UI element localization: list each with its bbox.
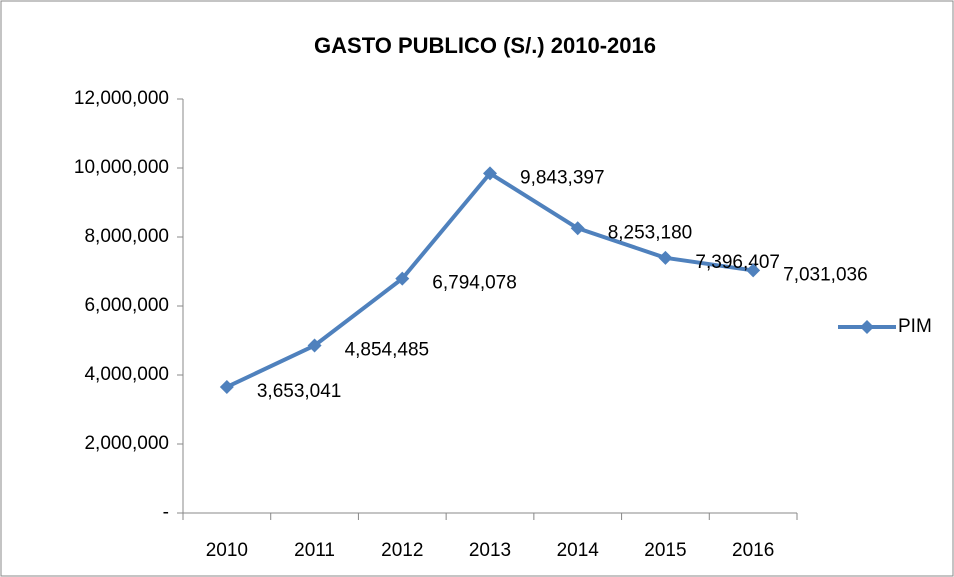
legend-label: PIM (898, 316, 932, 337)
y-tick-label: 4,000,000 (84, 364, 169, 385)
y-tick-label: 8,000,000 (84, 226, 169, 247)
x-tick-label: 2012 (381, 540, 423, 561)
y-tick-label: 12,000,000 (74, 88, 169, 109)
data-label: 8,253,180 (608, 222, 693, 243)
data-label: 7,031,036 (783, 264, 868, 285)
data-label: 4,854,485 (345, 340, 430, 361)
legend-marker (860, 320, 874, 334)
y-tick-label: 6,000,000 (84, 295, 169, 316)
data-point (746, 263, 761, 278)
data-point (570, 221, 585, 236)
chart-title: GASTO PUBLICO (S/.) 2010-2016 (314, 33, 656, 58)
x-tick-label: 2010 (206, 540, 248, 561)
data-point (658, 250, 673, 265)
x-tick-label: 2014 (557, 540, 600, 561)
data-point (307, 338, 322, 353)
x-tick-label: 2016 (732, 540, 774, 561)
data-point (395, 271, 410, 286)
data-label: 6,794,078 (432, 273, 517, 294)
y-tick-label: 2,000,000 (84, 433, 169, 454)
data-point (483, 166, 497, 181)
x-tick-label: 2015 (644, 540, 686, 561)
data-point (219, 379, 234, 394)
data-label: 9,843,397 (520, 167, 605, 188)
y-tick-label: - (163, 502, 169, 523)
x-tick-label: 2011 (294, 540, 335, 561)
data-label: 7,396,407 (695, 252, 780, 273)
data-label: 3,653,041 (257, 381, 342, 402)
y-tick-label: 10,000,000 (74, 157, 169, 178)
x-tick-label: 2013 (469, 540, 511, 561)
